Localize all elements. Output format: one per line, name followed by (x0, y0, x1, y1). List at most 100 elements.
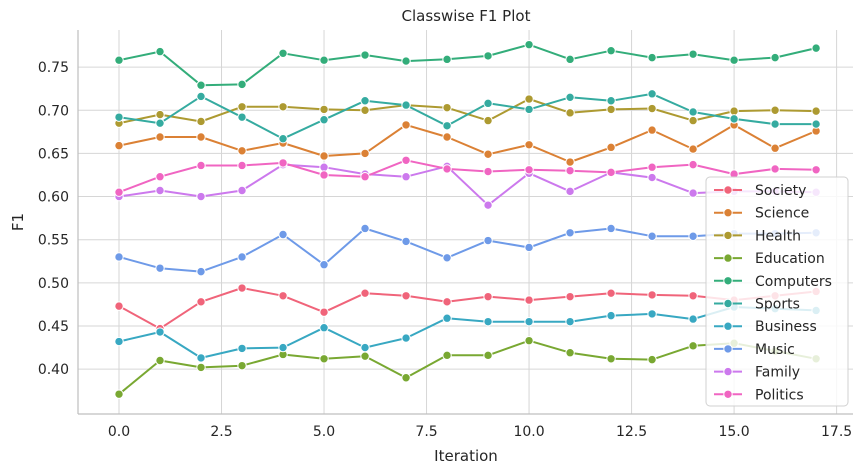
data-point-business (483, 316, 493, 327)
data-point-health (155, 109, 165, 120)
data-point-politics (360, 171, 370, 182)
data-point-health (319, 104, 329, 115)
data-point-society (647, 290, 657, 300)
data-point-society (524, 295, 534, 305)
data-point-music (114, 252, 124, 262)
legend-item-science: Science (714, 206, 809, 222)
data-point-education (360, 351, 370, 361)
y-tick-label: 0.70 (38, 103, 69, 119)
x-axis-label: Iteration (434, 447, 498, 465)
data-point-society (114, 301, 124, 311)
data-point-politics (237, 160, 247, 171)
data-point-sports (811, 119, 821, 129)
data-point-computers (483, 51, 493, 61)
data-point-politics (114, 187, 124, 197)
x-tick-label: 15.0 (718, 424, 749, 440)
data-point-health (360, 105, 370, 115)
legend-label: Computers (755, 274, 832, 290)
data-point-computers (114, 55, 124, 65)
legend-label: Science (755, 206, 809, 222)
data-point-music (483, 235, 493, 246)
y-tick-label: 0.65 (38, 146, 69, 162)
data-point-sports (606, 96, 616, 106)
legend-swatch-marker (723, 366, 733, 377)
data-point-computers (729, 55, 739, 65)
data-point-sports (196, 91, 206, 102)
data-point-health (647, 103, 657, 114)
data-point-politics (565, 165, 575, 176)
y-axis-label: F1 (9, 213, 27, 231)
data-point-sports (483, 98, 493, 109)
legend-item-sports: Sports (714, 297, 800, 313)
data-point-family (237, 185, 247, 196)
data-point-health (770, 105, 780, 115)
data-point-society (278, 291, 288, 301)
data-point-family (565, 186, 575, 197)
data-point-music (237, 252, 247, 262)
series-sports (114, 89, 821, 144)
data-point-family (196, 191, 206, 202)
data-point-science (319, 151, 329, 161)
data-point-education (237, 360, 247, 371)
data-point-science (688, 144, 698, 154)
series-line-sports (118, 92, 817, 140)
data-point-computers (278, 48, 288, 58)
data-point-society (237, 283, 247, 293)
series-health (114, 94, 821, 128)
series-line-health (118, 98, 817, 125)
data-point-sports (442, 121, 452, 131)
series-line-computers (118, 43, 817, 87)
x-tick-label: 17.5 (821, 424, 852, 440)
legend-label: Sports (755, 297, 800, 313)
legend-item-health: Health (714, 228, 801, 244)
data-point-health (196, 116, 206, 127)
data-point-education (114, 389, 124, 399)
legend-swatch-marker (723, 230, 733, 241)
legend-label: Education (755, 251, 825, 267)
data-point-business (442, 313, 452, 323)
data-point-music (278, 229, 288, 240)
data-point-society (196, 297, 206, 307)
legend-swatch-marker (723, 321, 733, 331)
axes (77, 30, 853, 415)
data-point-sports (729, 114, 739, 124)
data-point-science (196, 132, 206, 142)
data-point-business (155, 327, 165, 337)
data-point-business (401, 333, 411, 343)
data-point-music (606, 223, 616, 234)
data-point-sports (524, 104, 534, 115)
data-point-health (729, 106, 739, 116)
legend-item-society: Society (714, 183, 806, 199)
legend-swatch-marker (723, 208, 733, 218)
data-point-business (196, 353, 206, 363)
data-point-business (688, 314, 698, 324)
data-point-computers (524, 39, 534, 50)
data-point-science (237, 146, 247, 156)
data-point-music (688, 231, 698, 241)
data-point-sports (565, 92, 575, 103)
data-point-music (442, 253, 452, 263)
data-point-sports (401, 100, 411, 110)
series-science (114, 120, 821, 167)
data-point-music (196, 266, 206, 277)
y-tick-label: 0.40 (38, 362, 69, 378)
data-point-education (442, 350, 452, 361)
series-line-education (118, 339, 817, 395)
data-point-science (483, 149, 493, 159)
data-point-education (647, 354, 657, 365)
data-point-music (647, 231, 657, 241)
data-point-health (565, 108, 575, 118)
data-point-health (237, 102, 247, 112)
data-point-music (319, 260, 329, 270)
data-point-computers (155, 46, 165, 57)
data-point-politics (278, 158, 288, 168)
series-education (114, 335, 821, 399)
data-point-politics (401, 155, 411, 166)
legend-label: Business (755, 319, 817, 335)
x-tick-labels: 0.0 2.5 5.0 7.5 10.0 12.5 15.0 17.5 (108, 424, 852, 440)
data-point-computers (606, 46, 616, 56)
data-point-music (524, 242, 534, 253)
data-point-education (524, 335, 534, 346)
data-point-business (278, 342, 288, 353)
series-line-business (118, 306, 817, 359)
